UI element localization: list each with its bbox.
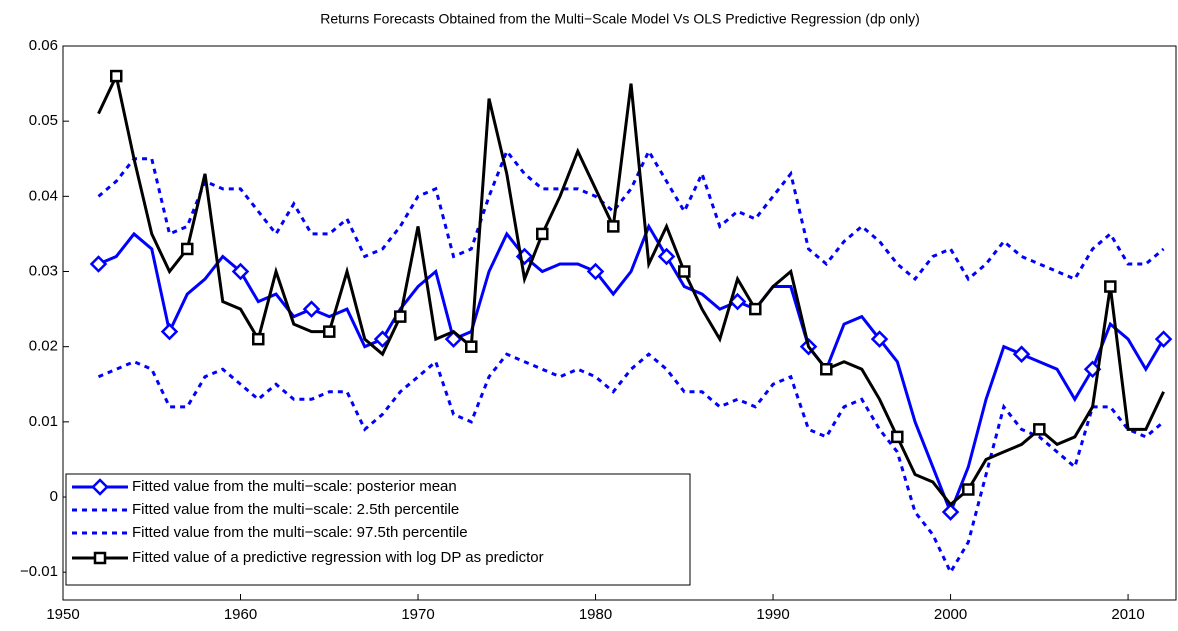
marker-square <box>962 483 975 496</box>
marker-diamond <box>231 262 250 281</box>
marker-diamond <box>1012 345 1031 363</box>
legend-box <box>65 473 691 586</box>
y-tick-label: 0.06 <box>29 37 58 54</box>
plot-frame <box>62 45 1177 601</box>
marker-square <box>607 220 620 233</box>
series-line <box>97 352 1165 576</box>
y-tick-label: 0.02 <box>29 338 58 355</box>
marker-square <box>465 340 478 353</box>
x-tick-label: 1960 <box>224 606 257 623</box>
marker-square <box>536 227 549 241</box>
y-tick-label: 0.01 <box>29 413 58 430</box>
legend-label: Fitted value from the multi−scale: 2.5th… <box>132 501 459 518</box>
marker-diamond <box>941 503 960 521</box>
y-tick-label: −0.01 <box>20 563 58 580</box>
legend-label: Fitted value of a predictive regression … <box>132 549 544 566</box>
marker-square <box>181 242 194 256</box>
x-tick-label: 2010 <box>1111 606 1144 623</box>
marker-diamond <box>160 322 179 341</box>
marker-diamond <box>373 330 392 348</box>
marker-square <box>93 551 107 565</box>
marker-square <box>749 302 762 316</box>
x-tick-label: 1950 <box>46 606 79 623</box>
marker-square <box>110 69 123 83</box>
marker-diamond <box>870 330 889 348</box>
marker-square <box>1104 280 1117 293</box>
marker-diamond <box>302 300 321 318</box>
x-tick-label: 1980 <box>579 606 612 623</box>
series-line <box>97 71 1165 507</box>
series-line <box>97 222 1165 517</box>
marker-diamond <box>91 478 109 496</box>
marker-square <box>891 430 904 444</box>
y-tick-label: 0.03 <box>29 262 58 279</box>
y-tick-label: 0.05 <box>29 112 58 129</box>
marker-square <box>678 265 691 278</box>
x-tick-label: 1990 <box>756 606 789 623</box>
marker-square <box>820 362 833 376</box>
marker-square <box>323 325 336 338</box>
x-tick-label: 2000 <box>934 606 967 623</box>
y-tick-label: 0.04 <box>29 187 58 204</box>
marker-square <box>394 310 407 323</box>
marker-diamond <box>586 262 605 281</box>
legend-label: Fitted value from the multi−scale: 97.5t… <box>132 524 468 541</box>
marker-square <box>1033 423 1046 436</box>
x-tick-label: 1970 <box>401 606 434 623</box>
marker-diamond <box>1154 330 1173 348</box>
marker-square <box>252 332 265 346</box>
plot-area <box>89 69 1173 576</box>
y-tick-label: 0 <box>50 488 58 505</box>
legend-label: Fitted value from the multi−scale: poste… <box>132 478 457 495</box>
chart-title: Returns Forecasts Obtained from the Mult… <box>320 11 920 27</box>
marker-diamond <box>657 247 676 266</box>
marker-diamond <box>89 255 108 273</box>
